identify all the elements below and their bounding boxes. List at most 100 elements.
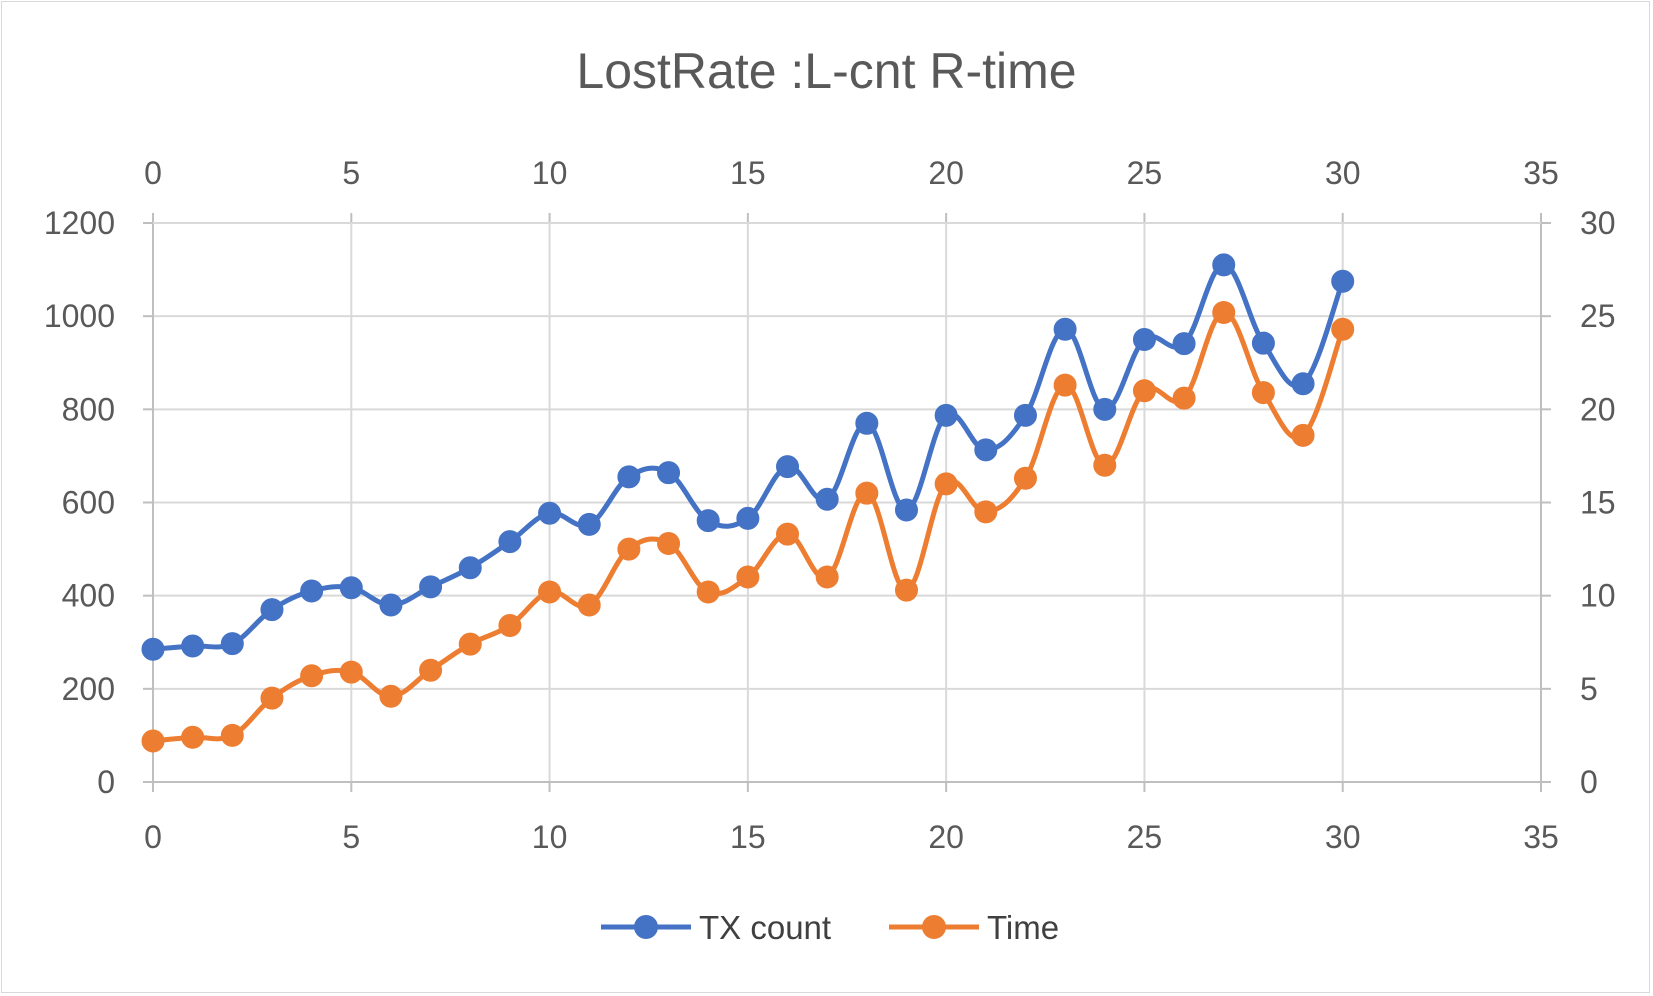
data-point-time [696,580,720,604]
data-point-tx-count [736,506,760,530]
data-point-tx-count [696,509,720,533]
y-left-tick-label: 1200 [44,205,115,241]
data-point-tx-count [1331,269,1355,293]
x-top-tick-label: 15 [730,155,766,191]
data-point-tx-count [260,598,284,622]
data-point-tx-count [1251,331,1275,355]
data-point-time [1172,386,1196,410]
data-point-time [1212,300,1236,324]
axes [143,213,1551,792]
x-bottom-tick-label: 10 [532,819,568,855]
series-group [141,253,1355,753]
x-top-tick-label: 35 [1523,155,1559,191]
data-point-time [419,658,443,682]
data-point-tx-count [657,461,681,485]
y-right-tick-label: 10 [1580,578,1616,614]
data-point-time [498,613,522,637]
y-right-tick-label: 30 [1580,205,1616,241]
data-point-time [577,593,601,617]
data-point-time [1291,423,1315,447]
data-point-time [458,632,482,656]
tick-labels: 0055101015152020252530303535020040060080… [44,155,1616,855]
y-right-tick-label: 0 [1580,764,1598,800]
y-left-tick-label: 400 [62,578,115,614]
x-top-tick-label: 20 [928,155,964,191]
data-point-tx-count [300,579,324,603]
data-point-tx-count [1132,327,1156,351]
data-point-time [974,500,998,524]
data-point-time [815,565,839,589]
data-point-tx-count [141,637,165,661]
data-point-tx-count [1172,332,1196,356]
data-point-tx-count [617,465,641,489]
data-point-time [894,578,918,602]
legend-label-tx-count: TX count [699,909,831,946]
data-point-time [1251,381,1275,405]
x-bottom-tick-label: 20 [928,819,964,855]
data-point-tx-count [577,512,601,536]
x-bottom-tick-label: 25 [1127,819,1163,855]
data-point-time [1132,379,1156,403]
y-left-tick-label: 0 [97,764,115,800]
data-point-tx-count [220,632,244,656]
data-point-tx-count [458,556,482,580]
data-point-time [736,565,760,589]
data-point-time [141,729,165,753]
data-point-time [379,684,403,708]
x-top-tick-label: 5 [342,155,360,191]
x-top-tick-label: 30 [1325,155,1361,191]
data-point-tx-count [815,487,839,511]
data-point-time [855,481,879,505]
data-point-time [1331,317,1355,341]
x-bottom-tick-label: 30 [1325,819,1361,855]
y-right-tick-label: 5 [1580,671,1598,707]
data-point-tx-count [1093,397,1117,421]
x-top-tick-label: 25 [1127,155,1163,191]
data-point-tx-count [855,411,879,435]
data-point-time [220,723,244,747]
data-point-tx-count [1053,317,1077,341]
x-bottom-tick-label: 35 [1523,819,1559,855]
data-point-tx-count [974,438,998,462]
data-point-tx-count [934,403,958,427]
x-top-tick-label: 0 [144,155,162,191]
data-point-tx-count [1013,403,1037,427]
legend: TX count Time [601,909,1059,946]
legend-label-time: Time [987,909,1059,946]
y-right-tick-label: 20 [1580,391,1616,427]
data-point-tx-count [776,455,800,479]
data-point-time [260,686,284,710]
x-bottom-tick-label: 15 [730,819,766,855]
legend-marker-tx-count [634,915,658,939]
data-point-tx-count [538,501,562,525]
data-point-time [776,522,800,546]
data-point-time [934,472,958,496]
y-right-tick-label: 25 [1580,298,1616,334]
y-right-tick-label: 15 [1580,485,1616,521]
y-left-tick-label: 1000 [44,298,115,334]
x-bottom-tick-label: 0 [144,819,162,855]
chart-title: LostRate :L-cnt R-time [576,43,1077,99]
y-left-tick-label: 800 [62,391,115,427]
data-point-time [657,531,681,555]
data-point-tx-count [894,498,918,522]
data-point-time [538,580,562,604]
data-point-tx-count [498,530,522,554]
data-point-tx-count [1291,372,1315,396]
data-point-time [1093,453,1117,477]
data-point-tx-count [181,634,205,658]
data-point-time [1053,373,1077,397]
data-point-time [1013,466,1037,490]
legend-marker-time [922,915,946,939]
data-point-tx-count [339,576,363,600]
data-point-time [339,660,363,684]
series-line-time [152,309,1346,744]
y-left-tick-label: 600 [62,485,115,521]
data-point-tx-count [379,593,403,617]
data-point-tx-count [419,575,443,599]
data-point-time [300,664,324,688]
data-point-tx-count [1212,253,1236,277]
data-point-time [181,725,205,749]
x-bottom-tick-label: 5 [342,819,360,855]
y-left-tick-label: 200 [62,671,115,707]
